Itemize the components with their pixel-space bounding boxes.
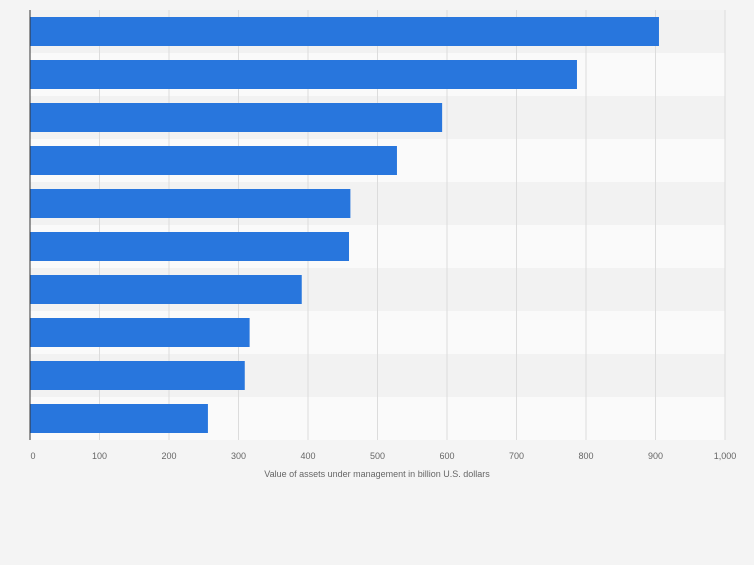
x-tick-label: 400 [300,451,315,461]
bar [30,60,577,89]
x-axis-title: Value of assets under management in bill… [264,469,490,479]
x-tick-labels: 0 100 200 300 400 500 600 700 800 900 1,000 [30,451,736,461]
bar [30,17,659,46]
bar [30,318,250,347]
x-tick-label: 500 [370,451,385,461]
x-tick-label: 100 [92,451,107,461]
x-tick-label: 900 [648,451,663,461]
x-tick-label: 700 [509,451,524,461]
x-tick-label: 600 [439,451,454,461]
bars [30,17,659,433]
x-tick-label: 1,000 [714,451,737,461]
bar [30,189,351,218]
bar [30,146,397,175]
x-tick-label: 300 [231,451,246,461]
x-tick-label: 800 [578,451,593,461]
bar [30,361,245,390]
bar [30,103,443,132]
bar [30,404,208,433]
x-tick-label: 0 [30,451,35,461]
bar [30,232,350,261]
x-tick-label: 200 [161,451,176,461]
bar [30,275,302,304]
